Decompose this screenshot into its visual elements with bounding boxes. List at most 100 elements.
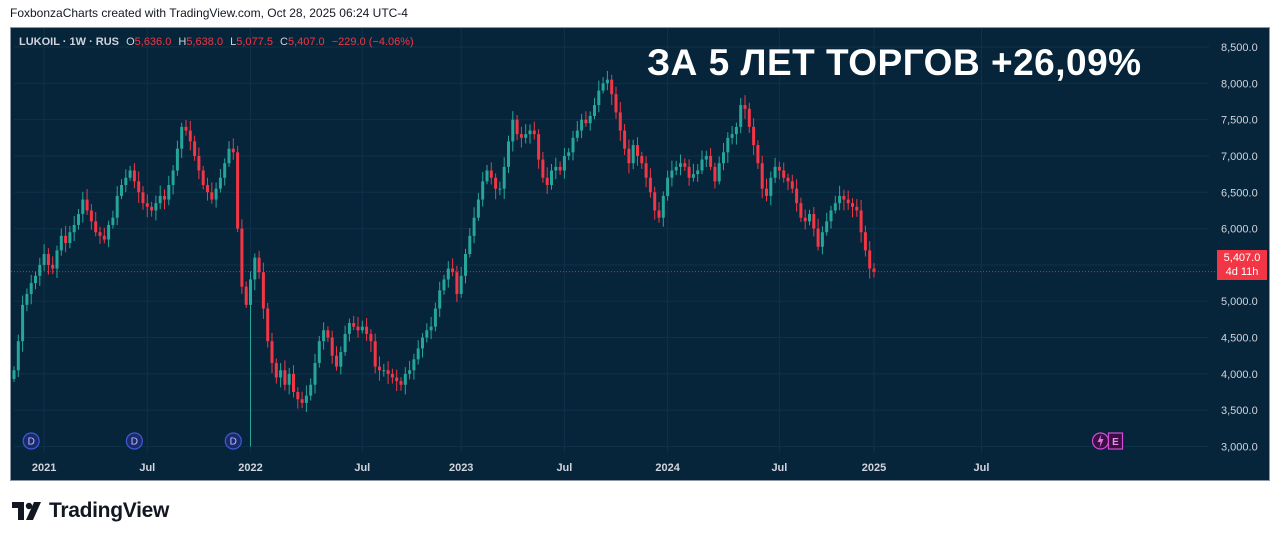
candle-body: [304, 395, 308, 403]
candle-body: [631, 145, 635, 164]
time-tick-label: Jul: [139, 462, 155, 474]
candle-body: [627, 148, 631, 164]
candle-body: [98, 232, 102, 236]
tradingview-brand[interactable]: TradingView: [12, 499, 169, 523]
candle-body: [94, 221, 98, 233]
close-label: C: [280, 36, 288, 48]
candle-body: [446, 268, 450, 280]
candle-body: [38, 264, 42, 276]
dividend-label: D: [131, 437, 138, 448]
candle-body: [859, 210, 863, 233]
candle-body: [842, 195, 846, 200]
candle-body: [218, 177, 222, 189]
candle-body: [709, 155, 713, 167]
candle-body: [231, 148, 235, 153]
high-label: H: [178, 36, 187, 48]
candle-body: [670, 170, 674, 178]
price-tick-label: 4,500.0: [1221, 333, 1258, 345]
time-tick-label: Jul: [354, 462, 370, 474]
chart-caption: FoxbonzaCharts created with TradingView.…: [10, 6, 408, 20]
candle-body: [124, 177, 128, 186]
candle-body: [829, 210, 833, 222]
candle-body: [700, 159, 704, 171]
candle-body: [782, 170, 786, 178]
price-tick-label: 4,000.0: [1221, 369, 1258, 381]
candle-body: [390, 373, 394, 378]
candle-body: [369, 333, 373, 342]
candle-body: [141, 192, 145, 204]
candle-body: [855, 206, 859, 211]
candle-body: [55, 250, 59, 269]
candle-body: [554, 166, 558, 171]
earnings-icon: [1107, 432, 1124, 450]
symbol-name: LUKOIL · 1W · RUS: [19, 36, 120, 48]
candle-body: [872, 268, 876, 272]
candle-body: [21, 304, 25, 342]
high-value: 5,638.0: [186, 36, 224, 48]
candlestick-chart[interactable]: 3,000.03,500.04,000.04,500.05,000.05,500…: [11, 28, 1270, 481]
candle-body: [739, 105, 743, 127]
candle-body: [330, 337, 334, 356]
candle-body: [412, 359, 416, 371]
candle-body: [726, 137, 730, 153]
candle-body: [623, 130, 627, 149]
candle-body: [313, 362, 317, 385]
candle-body: [322, 330, 326, 342]
candle-body: [713, 166, 717, 182]
candle-body: [240, 228, 244, 287]
candle-body: [421, 337, 424, 349]
brand-name: TradingView: [49, 499, 170, 522]
bar-countdown: 4d 11h: [1225, 266, 1259, 278]
price-tick-label: 6,500.0: [1221, 187, 1258, 199]
candle-body: [223, 163, 227, 178]
candle-body: [244, 286, 248, 305]
candle-body: [188, 130, 192, 142]
price-grid: [14, 28, 1209, 453]
candle-body: [605, 79, 609, 84]
candle-body: [89, 210, 93, 222]
candle-body: [339, 352, 343, 367]
candle-body: [666, 177, 670, 196]
candle-body: [558, 166, 562, 171]
last-price-value: 5,407.0: [1223, 252, 1261, 264]
candles: [12, 70, 876, 447]
candle-body: [756, 145, 760, 164]
price-tick-label: 7,000.0: [1221, 151, 1258, 163]
candle-body: [257, 257, 261, 273]
candle-body: [511, 119, 515, 142]
candle-body: [597, 90, 601, 106]
tradingview-logo-icon: [12, 502, 41, 520]
candle-body: [550, 170, 553, 186]
candle-body: [111, 217, 115, 225]
candle-body: [335, 355, 338, 367]
price-axis[interactable]: 3,000.03,500.04,000.04,500.05,000.05,500…: [1221, 42, 1258, 454]
candle-body: [68, 232, 72, 244]
candle-body: [610, 79, 614, 95]
candle-body: [640, 155, 644, 164]
candle-body: [347, 323, 351, 334]
chart-panel[interactable]: 3,000.03,500.04,000.04,500.05,000.05,500…: [10, 27, 1270, 481]
candle-body: [820, 232, 824, 247]
candle-body: [25, 293, 29, 305]
last-price-tag: 5,407.0 4d 11h: [1217, 250, 1267, 280]
time-axis[interactable]: 2021 Jul 2022 Jul 2023 Jul 2024 Jul 2025 Jul: [32, 462, 990, 474]
candle-body: [468, 235, 472, 255]
candle-body: [717, 163, 721, 182]
candle-body: [588, 116, 592, 124]
candle-body: [657, 210, 661, 218]
candle-body: [137, 181, 141, 193]
candle-body: [691, 174, 695, 178]
candle-body: [683, 163, 687, 167]
candle-body: [532, 130, 536, 135]
candle-body: [150, 206, 154, 211]
candle-body: [825, 221, 829, 233]
candle-body: [145, 203, 149, 207]
candle-body: [489, 170, 493, 178]
price-tick-label: 3,500.0: [1221, 405, 1258, 417]
time-tick-label: 2021: [32, 462, 56, 474]
candle-body: [580, 119, 584, 131]
time-tick-label: 2024: [655, 462, 680, 474]
time-tick-label: 2025: [862, 462, 886, 474]
candle-body: [59, 235, 63, 251]
time-tick-label: Jul: [556, 462, 572, 474]
